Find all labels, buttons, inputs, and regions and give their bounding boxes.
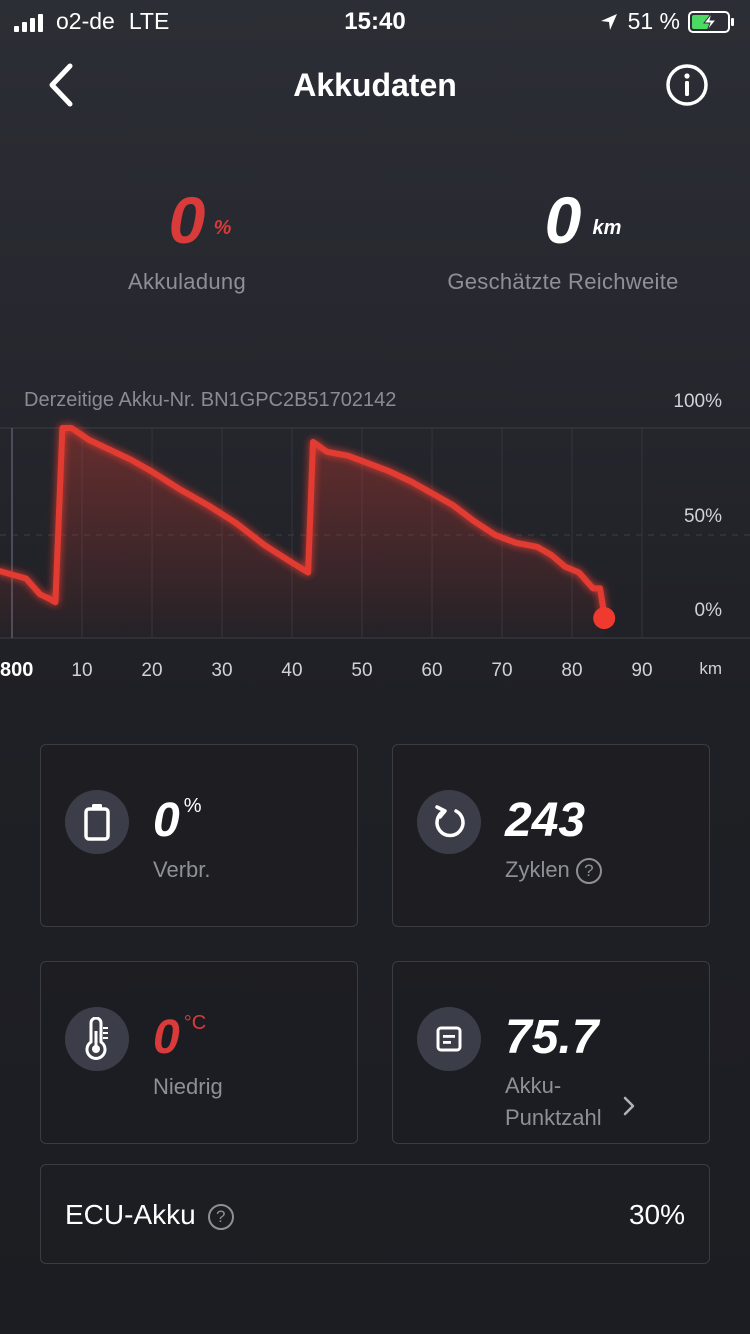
status-bar-right: 51 % [600,8,736,35]
status-bar: o2-de LTE 15:40 51 % [0,0,750,40]
document-icon-circle [417,1007,481,1071]
chart-x-tick-label: 50 [351,660,372,681]
page-title: Akkudaten [293,67,457,103]
cycles-label: Zyklen [505,857,570,882]
consumption-unit: % [183,795,202,817]
ecu-value: 30% [628,1199,685,1230]
chevron-right-icon[interactable] [621,1094,637,1118]
temperature-unit: °C [183,1012,207,1034]
chart-x-tick-label: 20 [141,660,162,681]
cycles-card: 243 Zyklen? [392,744,710,927]
range-stat: 0 km Geschätzte Reichweite [413,185,713,295]
nav-bar: Akkudaten [0,50,750,120]
chart-current-point [593,607,616,630]
chart-x-tick-label: 80 [561,660,582,681]
chart-x-tick-label: 60 [421,660,442,681]
chart-y-tick-label: 100% [673,391,722,412]
chart-x-tick-label: 10 [71,660,92,681]
charge-value-wrap: 0 % [168,183,232,257]
score-value: 75.7 [505,1011,599,1064]
refresh-icon-circle [417,790,481,854]
consumption-label: Verbr. [153,857,211,882]
chart-x-tick-label: 70 [491,660,512,681]
status-bar-left: o2-de LTE [14,8,169,35]
battery-chart[interactable]: 100% 50% 0% 800 10 20 30 40 50 60 70 80 90 km [0,380,750,700]
chart-x-tick-label: 40 [281,660,302,681]
score-label-line1: Akku- [505,1073,562,1098]
score-label: Akku- Punktzahl [505,1070,602,1134]
battery-percent: 51 % [627,8,680,34]
signal-icon [14,12,46,32]
consumption-value-wrap: 0% [153,795,202,856]
ecu-label: ECU-Akku [65,1199,196,1230]
info-button[interactable] [664,62,710,108]
chart-y-tick-label: 50% [684,506,722,527]
cycles-label-row[interactable]: Zyklen? [505,855,602,885]
help-icon[interactable]: ? [575,858,602,885]
chart-x-tick-label: 30 [211,660,232,681]
ecu-battery-row: ECU-Akku? 30% [40,1164,710,1264]
charge-label: Akkuladung [128,269,246,294]
cycles-value: 243 [505,794,586,847]
battery-icon-circle [65,790,129,854]
clock: 15:40 [344,8,406,35]
back-icon [49,63,73,107]
back-button[interactable] [40,58,86,112]
location-arrow-icon [600,13,617,30]
info-icon [666,64,708,106]
battery-number: Derzeitige Akku-Nr. BN1GPC2B51702142 [24,389,397,411]
battery-icon [688,10,734,33]
score-label-line2: Punktzahl [505,1105,602,1130]
temperature-value: 0 [153,1011,180,1064]
thermometer-icon-circle [65,1007,129,1071]
carrier-label: o2-de [56,8,115,34]
range-value-wrap: 0 km [544,183,622,257]
refresh-icon [435,805,465,838]
charge-value: 0 [168,183,206,257]
ecu-label-row: ECU-Akku? [65,1199,234,1231]
thermometer-icon [85,1017,108,1060]
document-icon [436,1026,462,1052]
temperature-card: 0 °C Niedrig [40,961,358,1144]
temperature-label: Niedrig [153,1074,223,1099]
battery-icon [84,804,110,841]
range-value: 0 [544,183,582,257]
range-label: Geschätzte Reichweite [447,269,679,294]
help-icon[interactable]: ? [207,1204,234,1230]
score-card[interactable]: 75.7 Akku- Punktzahl [392,961,710,1144]
chart-series-line [0,425,608,618]
chart-x-unit-label: km [699,659,722,678]
range-unit: km [592,217,622,239]
chart-x-tick-label: 90 [631,660,652,681]
network-label: LTE [128,8,170,34]
consumption-value: 0 [153,794,180,847]
chart-x-tick-label: 800 [0,659,33,681]
chart-y-tick-label: 0% [695,600,723,621]
charge-unit: % [213,217,232,239]
temperature-value-wrap: 0 °C [153,1012,206,1073]
chart-area-fill [0,428,605,638]
consumption-card: 0% Verbr. [40,744,358,927]
charge-stat: 0 % Akkuladung [87,185,287,295]
